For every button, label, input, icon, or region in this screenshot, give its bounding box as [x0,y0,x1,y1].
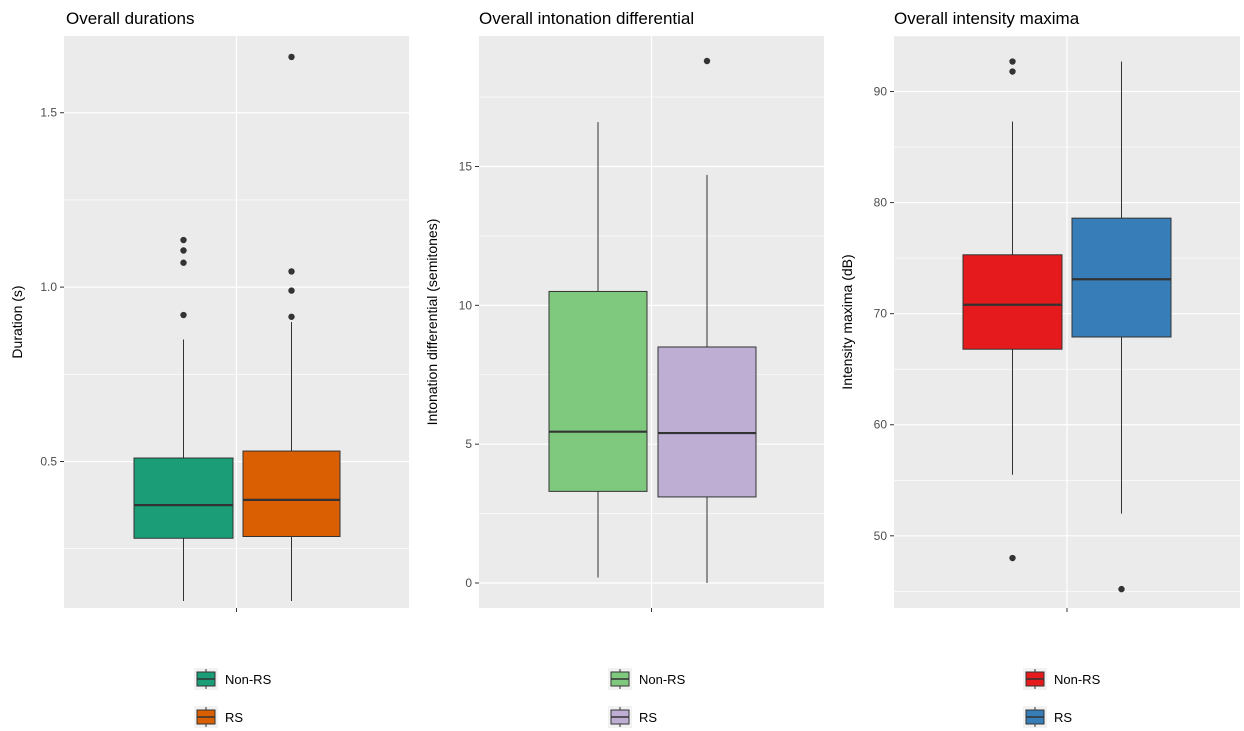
y-tick-label: 70 [874,307,888,321]
y-tick-label: 90 [874,85,888,99]
chart-title: Overall durations [66,9,195,28]
y-tick-label: 60 [874,418,888,432]
outlier-point [288,313,295,320]
legend-label: RS [1054,710,1072,725]
legend-label: Non-RS [1054,672,1101,687]
outlier-point [180,259,187,266]
outlier-point [180,311,187,319]
legend-label: Non-RS [639,672,686,687]
legend-label: Non-RS [225,672,272,687]
outlier-point [288,287,295,294]
outlier-point [1009,58,1016,65]
chart-panel-1: 0.5 1.0 1.5 Overall durations Duration (s) No… [9,9,409,728]
box-iqr [657,346,757,498]
box-iqr [548,290,648,492]
legend-item-non-rs: Non-RS [194,668,272,690]
chart-title: Overall intonation differential [479,9,694,28]
outlier-point [180,247,187,254]
legend-label: RS [225,710,243,725]
y-axis-label: Duration (s) [9,285,25,358]
boxplot-rs [242,53,341,602]
y-tick-label: 1.5 [40,106,57,120]
outlier-point [288,53,295,61]
box-iqr [962,254,1063,350]
chart-panel-3: 50 60 70 80 90 Overall intensity maxima Intens… [839,9,1240,728]
boxplot-rs [1071,61,1172,593]
y-tick-label: 1.0 [40,280,57,294]
legend-item-non-rs: Non-RS [1023,668,1101,690]
legend-item-rs: RS [1023,706,1072,728]
boxplot-non-rs [548,122,648,578]
y-tick-label: 15 [459,160,473,174]
outlier-point [703,57,711,65]
boxplot-non-rs [962,58,1063,562]
y-tick-label: 0 [465,576,472,590]
y-tick-label: 80 [874,196,888,210]
y-axis-label: Intensity maxima (dB) [839,254,855,389]
chart-title: Overall intensity maxima [894,9,1080,28]
outlier-point [1009,68,1016,75]
chart-panel-2: 0 5 10 15 Overall intonation differential Int… [424,9,824,728]
y-tick-label: 10 [459,298,473,312]
outlier-point [1009,554,1016,562]
box-iqr [133,457,234,539]
box-iqr [1071,217,1172,338]
legend-item-rs: RS [194,706,243,728]
outlier-point [180,236,187,244]
y-axis-label: Intonation differential (semitones) [424,219,440,426]
y-tick-label: 50 [874,529,888,543]
boxplot-rs [657,57,757,584]
legend-label: RS [639,710,657,725]
y-tick-label: 5 [465,437,472,451]
boxplot-non-rs [133,236,234,602]
outlier-point [1118,585,1125,593]
y-tick-label: 0.5 [40,455,57,469]
legend-item-non-rs: Non-RS [608,668,686,690]
outlier-point [288,268,295,275]
legend-item-rs: RS [608,706,657,728]
box-iqr [242,450,341,537]
